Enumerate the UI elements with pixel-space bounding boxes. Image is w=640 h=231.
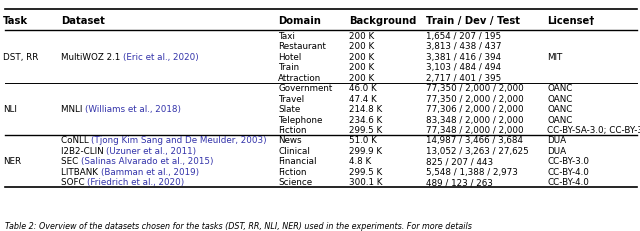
Text: (Salinas Alvarado et al., 2015): (Salinas Alvarado et al., 2015) [81,157,213,166]
Text: Table 2: Overview of the datasets chosen for the tasks (DST, RR, NLI, NER) used : Table 2: Overview of the datasets chosen… [5,221,472,230]
Text: Restaurant: Restaurant [278,42,326,51]
Text: OANC: OANC [547,115,573,124]
Text: Fiction: Fiction [278,125,307,134]
Text: DST, RR: DST, RR [3,53,38,62]
Text: CC-BY-SA-3.0; CC-BY-3.0: CC-BY-SA-3.0; CC-BY-3.0 [547,125,640,134]
Text: 4.8 K: 4.8 K [349,157,371,166]
Text: MIT: MIT [547,53,563,62]
Text: Science: Science [278,177,312,186]
Text: Dataset: Dataset [61,16,105,26]
Text: 489 / 123 / 263: 489 / 123 / 263 [426,177,492,186]
Text: NLI: NLI [3,105,17,114]
Text: 214.8 K: 214.8 K [349,105,382,114]
Text: MNLI: MNLI [61,105,85,114]
Text: 47.4 K: 47.4 K [349,94,376,103]
Text: 300.1 K: 300.1 K [349,177,382,186]
Text: CC-BY-3.0: CC-BY-3.0 [547,157,589,166]
Text: Background: Background [349,16,416,26]
Text: OANC: OANC [547,94,573,103]
Text: 825 / 207 / 443: 825 / 207 / 443 [426,157,493,166]
Text: DUA: DUA [547,146,566,155]
Text: LITBANK: LITBANK [61,167,100,176]
Text: Train: Train [278,63,300,72]
Text: 1,654 / 207 / 195: 1,654 / 207 / 195 [426,32,500,41]
Text: MultiWOZ 2.1: MultiWOZ 2.1 [61,53,123,62]
Text: 83,348 / 2,000 / 2,000: 83,348 / 2,000 / 2,000 [426,115,524,124]
Text: 14,987 / 3,466 / 3,684: 14,987 / 3,466 / 3,684 [426,136,523,145]
Text: 77,350 / 2,000 / 2,000: 77,350 / 2,000 / 2,000 [426,94,524,103]
Text: 200 K: 200 K [349,73,374,82]
Text: 3,103 / 484 / 494: 3,103 / 484 / 494 [426,63,500,72]
Text: 3,381 / 416 / 394: 3,381 / 416 / 394 [426,53,500,62]
Text: Financial: Financial [278,157,317,166]
Text: Train / Dev / Test: Train / Dev / Test [426,16,520,26]
Text: (Uzuner et al., 2011): (Uzuner et al., 2011) [106,146,196,155]
Text: Hotel: Hotel [278,53,301,62]
Text: 200 K: 200 K [349,42,374,51]
Text: I2B2-CLIN: I2B2-CLIN [61,146,106,155]
Text: Task: Task [3,16,28,26]
Text: 77,306 / 2,000 / 2,000: 77,306 / 2,000 / 2,000 [426,105,524,114]
Text: SEC: SEC [61,157,81,166]
Text: OANC: OANC [547,84,573,93]
Text: 5,548 / 1,388 / 2,973: 5,548 / 1,388 / 2,973 [426,167,518,176]
Text: 200 K: 200 K [349,63,374,72]
Text: CC-BY-4.0: CC-BY-4.0 [547,167,589,176]
Text: Clinical: Clinical [278,146,310,155]
Text: 200 K: 200 K [349,53,374,62]
Text: OANC: OANC [547,105,573,114]
Text: 299.5 K: 299.5 K [349,125,382,134]
Text: Domain: Domain [278,16,321,26]
Text: NER: NER [3,157,21,166]
Text: 46.0 K: 46.0 K [349,84,376,93]
Text: Fiction: Fiction [278,167,307,176]
Text: Government: Government [278,84,333,93]
Text: (Tjong Kim Sang and De Meulder, 2003): (Tjong Kim Sang and De Meulder, 2003) [92,136,267,145]
Text: 200 K: 200 K [349,32,374,41]
Text: 3,813 / 438 / 437: 3,813 / 438 / 437 [426,42,501,51]
Text: CoNLL: CoNLL [61,136,92,145]
Text: (Bamman et al., 2019): (Bamman et al., 2019) [100,167,198,176]
Text: CC-BY-4.0: CC-BY-4.0 [547,177,589,186]
Text: (Williams et al., 2018): (Williams et al., 2018) [85,105,181,114]
Text: 51.0 K: 51.0 K [349,136,377,145]
Text: Travel: Travel [278,94,305,103]
Text: 13,052 / 3,263 / 27,625: 13,052 / 3,263 / 27,625 [426,146,529,155]
Text: License†: License† [547,16,595,26]
Text: Slate: Slate [278,105,301,114]
Text: DUA: DUA [547,136,566,145]
Text: 2,717 / 401 / 395: 2,717 / 401 / 395 [426,73,501,82]
Text: Attraction: Attraction [278,73,322,82]
Text: Taxi: Taxi [278,32,295,41]
Text: 299.9 K: 299.9 K [349,146,382,155]
Text: Telephone: Telephone [278,115,323,124]
Text: (Friedrich et al., 2020): (Friedrich et al., 2020) [87,177,184,186]
Text: SOFC: SOFC [61,177,87,186]
Text: News: News [278,136,302,145]
Text: 234.6 K: 234.6 K [349,115,382,124]
Text: (Eric et al., 2020): (Eric et al., 2020) [123,53,198,62]
Text: 299.5 K: 299.5 K [349,167,382,176]
Text: 77,348 / 2,000 / 2,000: 77,348 / 2,000 / 2,000 [426,125,524,134]
Text: 77,350 / 2,000 / 2,000: 77,350 / 2,000 / 2,000 [426,84,524,93]
